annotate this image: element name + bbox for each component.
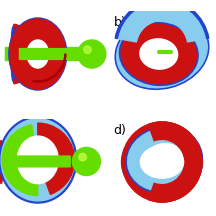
Wedge shape bbox=[2, 124, 38, 195]
Ellipse shape bbox=[145, 144, 183, 176]
Ellipse shape bbox=[8, 17, 67, 91]
Circle shape bbox=[84, 46, 91, 53]
Wedge shape bbox=[142, 122, 202, 202]
Wedge shape bbox=[155, 122, 202, 202]
Ellipse shape bbox=[138, 33, 186, 71]
Text: d): d) bbox=[113, 124, 126, 137]
Wedge shape bbox=[117, 1, 207, 42]
Ellipse shape bbox=[121, 24, 197, 84]
Wedge shape bbox=[5, 141, 27, 183]
FancyBboxPatch shape bbox=[19, 49, 79, 59]
Ellipse shape bbox=[140, 39, 178, 69]
Wedge shape bbox=[38, 123, 75, 194]
Ellipse shape bbox=[10, 19, 66, 89]
Ellipse shape bbox=[115, 14, 209, 89]
Ellipse shape bbox=[11, 27, 15, 81]
Ellipse shape bbox=[17, 136, 58, 184]
Circle shape bbox=[72, 148, 100, 175]
FancyBboxPatch shape bbox=[16, 156, 70, 167]
Ellipse shape bbox=[27, 40, 49, 68]
Wedge shape bbox=[2, 125, 38, 195]
Ellipse shape bbox=[117, 16, 207, 88]
FancyBboxPatch shape bbox=[0, 154, 93, 168]
Wedge shape bbox=[0, 141, 5, 183]
Ellipse shape bbox=[11, 20, 65, 88]
Ellipse shape bbox=[140, 146, 184, 178]
Circle shape bbox=[79, 153, 86, 161]
Ellipse shape bbox=[1, 119, 75, 201]
Circle shape bbox=[78, 40, 106, 68]
Wedge shape bbox=[115, 0, 209, 39]
Ellipse shape bbox=[126, 127, 202, 193]
Wedge shape bbox=[148, 122, 202, 202]
Wedge shape bbox=[122, 127, 151, 197]
Wedge shape bbox=[9, 24, 39, 84]
Ellipse shape bbox=[121, 127, 203, 197]
Text: b): b) bbox=[113, 16, 126, 29]
Ellipse shape bbox=[128, 128, 201, 191]
FancyBboxPatch shape bbox=[5, 48, 86, 60]
Ellipse shape bbox=[119, 23, 198, 85]
Ellipse shape bbox=[0, 117, 77, 203]
Wedge shape bbox=[33, 54, 66, 82]
